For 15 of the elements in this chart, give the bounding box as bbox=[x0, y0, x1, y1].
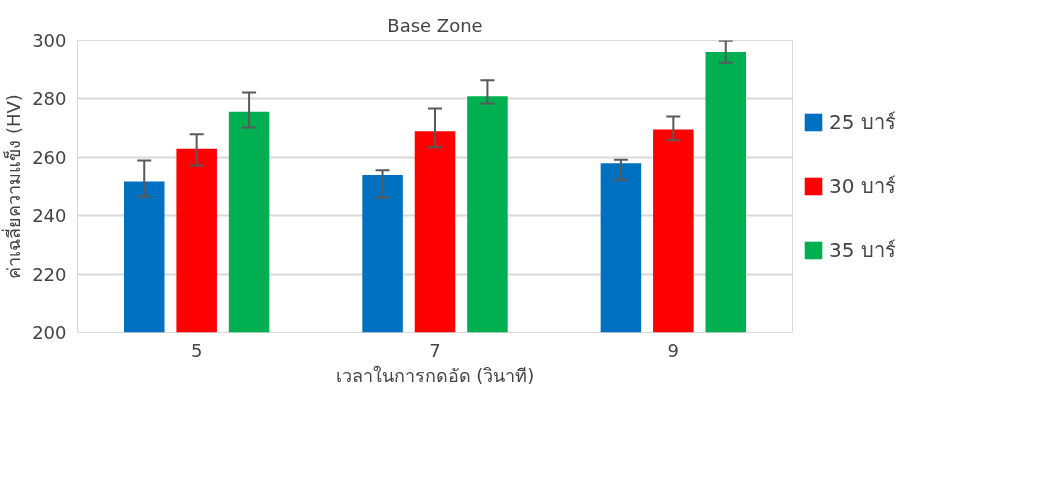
y-tick-label: 280 bbox=[32, 88, 67, 110]
y-axis-title: ค่าเฉลี่ยความแข็ง (HV) bbox=[1, 94, 25, 279]
legend-label: 30 บาร์ bbox=[829, 173, 896, 200]
legend-label: 25 บาร์ bbox=[829, 109, 896, 136]
y-tick-label: 260 bbox=[32, 146, 67, 168]
y-tick-label: 220 bbox=[32, 263, 67, 285]
x-tick-label: 7 bbox=[429, 339, 441, 361]
y-tick-label: 240 bbox=[32, 205, 67, 227]
legend-label: 35 บาร์ bbox=[829, 237, 896, 264]
x-tick-label: 9 bbox=[667, 339, 680, 361]
y-tick-label: 300 bbox=[32, 30, 67, 51]
chart-title: Base Zone bbox=[387, 14, 483, 36]
x-tick-label: 5 bbox=[190, 339, 203, 361]
y-tick-label: 200 bbox=[32, 322, 67, 343]
x-axis-title: เวลาในการกดอัด (วินาที) bbox=[335, 364, 535, 386]
